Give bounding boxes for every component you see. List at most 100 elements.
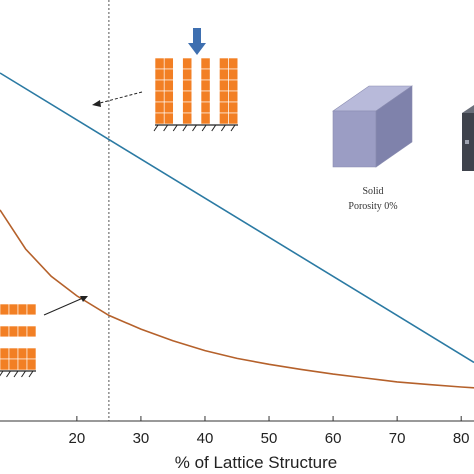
partial-cube-hole (465, 140, 469, 144)
x-axis-title: % of Lattice Structure (175, 453, 338, 472)
x-ticks (76, 416, 462, 421)
lattice-cell (219, 79, 229, 92)
pointer-arrow-top-head (92, 100, 101, 107)
lattice-cell (219, 101, 229, 114)
lattice-cell (200, 68, 211, 81)
lattice-cell (0, 303, 10, 316)
support-hatch (28, 370, 34, 378)
lattice-cell (8, 347, 19, 360)
lattice-cell (26, 325, 37, 338)
lattice-cell (173, 68, 183, 81)
lattice-cell (154, 79, 165, 92)
lattice-cell (219, 57, 229, 70)
lattice-cell (173, 90, 183, 103)
lattice-vertical-illustration (153, 28, 239, 132)
lattice-cell (219, 68, 229, 81)
lattice-cell (17, 314, 28, 327)
support-hatch (153, 124, 159, 132)
x-tick-label: 30 (133, 430, 150, 447)
series-line-1 (0, 72, 474, 364)
cube-side-face (375, 85, 413, 168)
support-hatch (13, 370, 19, 378)
lattice-cell (163, 112, 174, 125)
lattice-cell (182, 112, 193, 125)
lattice-cell (26, 347, 37, 360)
support-hatch (211, 124, 217, 132)
lattice-cell (8, 314, 19, 327)
lattice-cell (228, 112, 239, 125)
lattice-cell (154, 68, 165, 81)
lattice-cell (209, 68, 220, 81)
lattice-cell (228, 90, 239, 103)
cube-front-face (332, 110, 377, 168)
solid-cube (332, 85, 413, 168)
lattice-cell (154, 90, 165, 103)
lattice-cell (182, 79, 193, 92)
lattice-cell (0, 347, 10, 360)
support-hatch (220, 124, 226, 132)
x-tick-label: 80 (453, 430, 470, 447)
lattice-cell (17, 336, 28, 349)
lattice-cell (219, 112, 229, 125)
lattice-cell (26, 336, 37, 349)
cube-label-line1: Solid (362, 186, 383, 197)
series-layer (0, 72, 474, 389)
lattice-cell (182, 101, 193, 114)
lattice-cell (163, 57, 174, 70)
partial-cube-top (462, 105, 474, 113)
lattice-cell (26, 314, 37, 327)
lattice-cube-partial (462, 105, 474, 171)
lattice-cell (200, 112, 211, 125)
lattice-cell (209, 79, 220, 92)
lattice-cell (191, 57, 202, 70)
lattice-cell (0, 314, 10, 327)
lattice-cell (191, 101, 202, 114)
lattice-cell (163, 101, 174, 114)
lattice-cell (209, 90, 220, 103)
lattice-cell (191, 90, 202, 103)
x-tick-label: 70 (389, 430, 406, 447)
lattice-cell (163, 90, 174, 103)
pointer-arrow-top (95, 91, 143, 105)
support-hatch (0, 370, 4, 377)
series-line-2 (0, 209, 474, 389)
x-tick-label: 20 (69, 430, 86, 447)
support-hatch (172, 124, 178, 132)
lattice-cell (173, 112, 183, 125)
lattice-cell (8, 358, 19, 371)
lattice-cell (154, 101, 165, 114)
support-hatch (192, 124, 197, 132)
lattice-cell (191, 79, 202, 92)
lattice-cell (228, 79, 239, 92)
lattice-cell (209, 57, 220, 70)
x-tick-labels: 20 30 40 50 60 70 80 (69, 430, 470, 447)
load-arrow-head (188, 43, 206, 55)
lattice-cell (182, 90, 193, 103)
lattice-cell (182, 68, 193, 81)
x-tick-label: 40 (197, 430, 214, 447)
lattice-cell (154, 112, 165, 125)
lattice-cell (173, 101, 183, 114)
lattice-cell (8, 325, 19, 338)
lattice-cell (191, 112, 202, 125)
lattice-cell (200, 101, 211, 114)
lattice-horizontal-illustration (0, 303, 37, 378)
lattice-cell (17, 358, 28, 371)
lattice-cell (228, 101, 239, 114)
lattice-cell (163, 68, 174, 81)
lattice-cell (228, 68, 239, 81)
lattice-cell (209, 112, 220, 125)
support-hatch (230, 124, 236, 132)
support-hatch (21, 370, 26, 378)
lattice-cell (154, 57, 165, 70)
lattice-cell (219, 90, 229, 103)
support-hatch (163, 124, 169, 132)
lattice-cell (228, 57, 239, 70)
lattice-cell (173, 57, 183, 70)
pointer-arrow-bottom (43, 297, 84, 316)
lattice-cell (163, 79, 174, 92)
lattice-cell (26, 303, 37, 316)
cube-label-line2: Porosity 0% (348, 201, 397, 212)
lattice-cell (8, 303, 19, 316)
